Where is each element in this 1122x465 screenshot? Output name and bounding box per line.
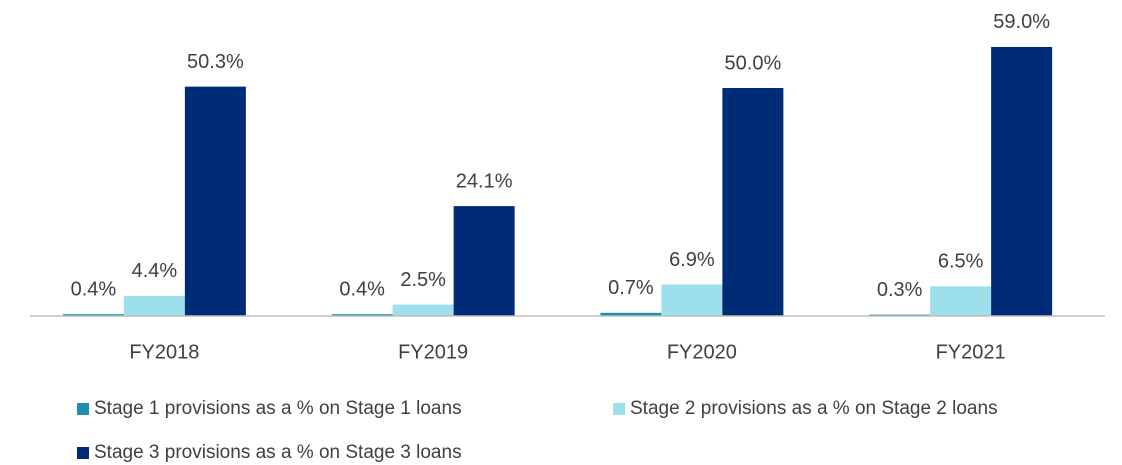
bar <box>930 286 992 316</box>
x-tick-label: FY2020 <box>667 341 737 363</box>
bar <box>661 284 723 316</box>
legend-label: Stage 1 provisions as a % on Stage 1 loa… <box>94 398 462 419</box>
legend-swatch <box>613 403 625 415</box>
bar <box>123 295 185 316</box>
bar <box>184 86 246 316</box>
value-label: 50.0% <box>725 52 782 74</box>
value-label: 0.4% <box>71 278 117 300</box>
x-tick-label: FY2021 <box>936 341 1006 363</box>
value-label: 0.7% <box>608 277 654 299</box>
value-label: 2.5% <box>400 269 446 291</box>
value-label: 6.5% <box>938 251 984 273</box>
value-label: 0.4% <box>339 278 385 300</box>
value-label: 6.9% <box>669 249 715 271</box>
bar <box>600 312 662 316</box>
bar <box>392 304 454 316</box>
legend-swatch <box>77 447 89 459</box>
legend-swatch <box>77 403 89 415</box>
bar <box>722 88 784 316</box>
value-label: 59.0% <box>993 11 1050 33</box>
value-label: 50.3% <box>187 51 244 73</box>
value-label: 0.3% <box>877 279 923 301</box>
value-label: 24.1% <box>456 170 513 192</box>
legend-label: Stage 3 provisions as a % on Stage 3 loa… <box>94 442 462 463</box>
bar <box>331 314 393 316</box>
x-tick-label: FY2019 <box>398 341 468 363</box>
legend-label: Stage 2 provisions as a % on Stage 2 loa… <box>630 398 998 419</box>
bar <box>62 314 124 316</box>
x-tick-label: FY2018 <box>129 341 199 363</box>
bar <box>991 46 1053 317</box>
value-label: 4.4% <box>132 260 178 282</box>
bar <box>453 206 515 316</box>
